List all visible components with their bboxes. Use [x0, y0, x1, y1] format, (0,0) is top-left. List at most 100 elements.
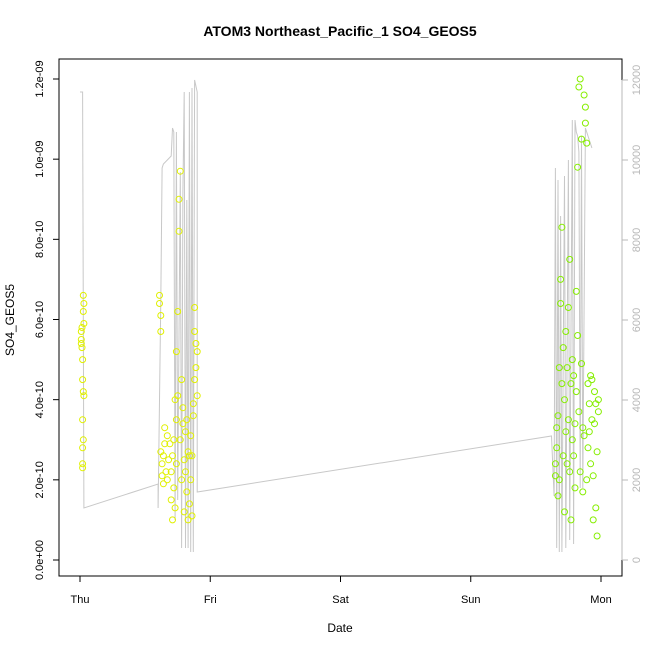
- data-point: [554, 412, 562, 420]
- data-point: [78, 324, 86, 331]
- data-point: [79, 436, 87, 444]
- data-point: [183, 416, 191, 424]
- data-point: [562, 328, 570, 335]
- data-point: [575, 83, 583, 91]
- data-point: [554, 492, 562, 500]
- data-point: [187, 432, 195, 440]
- y2-tick-label: 2000: [631, 468, 643, 492]
- x-tick-label: Fri: [204, 594, 217, 606]
- data-point: [80, 392, 88, 400]
- data-point: [167, 468, 175, 476]
- axes-layer: 0.0e+00 2.0e-10 4.0e-10 6.0e-10 8.0e-10 1.0e-…: [34, 60, 643, 606]
- data-point: [79, 444, 87, 452]
- data-point: [584, 380, 592, 388]
- data-point-layer: [77, 75, 602, 540]
- data-point: [183, 488, 191, 496]
- data-point: [161, 424, 169, 432]
- x-tick-label: Sat: [332, 594, 349, 606]
- x-tick-label: Sun: [461, 594, 481, 606]
- data-point: [574, 332, 582, 339]
- data-point: [175, 195, 183, 203]
- data-point: [551, 472, 559, 480]
- data-point: [180, 508, 188, 516]
- data-point: [551, 460, 559, 468]
- data-point: [572, 388, 580, 396]
- data-point: [172, 348, 180, 356]
- data-point: [79, 464, 87, 472]
- data-point: [188, 452, 196, 460]
- data-point: [188, 512, 196, 520]
- data-point: [157, 328, 165, 335]
- y2-tick-label: 0: [631, 557, 643, 563]
- data-point: [593, 448, 601, 456]
- y-tick-label: 0.0e+00: [34, 540, 46, 580]
- data-point: [193, 348, 201, 356]
- data-point: [193, 392, 201, 400]
- data-point: [156, 300, 163, 307]
- data-point: [559, 452, 567, 460]
- data-point: [567, 380, 575, 388]
- data-point: [553, 424, 561, 432]
- data-point: [583, 139, 591, 147]
- y-tick-label: 6.0e-10: [34, 301, 46, 338]
- data-point: [568, 436, 576, 444]
- data-point: [174, 308, 182, 315]
- data-point: [80, 300, 88, 307]
- data-point: [77, 340, 85, 347]
- y2-tick-label: 12000: [631, 65, 643, 96]
- data-point: [572, 287, 580, 295]
- x-tick-label: Mon: [590, 594, 611, 606]
- data-point: [587, 460, 595, 468]
- data-point: [561, 508, 568, 516]
- data-point: [568, 356, 576, 364]
- data-point: [182, 428, 189, 436]
- y2-tick-label: 4000: [631, 388, 643, 412]
- data-point: [591, 388, 598, 396]
- data-point: [561, 396, 568, 404]
- data-point: [158, 472, 166, 480]
- data-point: [589, 516, 597, 524]
- y-tick-label: 1.0e-09: [34, 141, 46, 178]
- data-point: [80, 320, 88, 327]
- data-point: [558, 223, 566, 231]
- x-tick-label: Thu: [71, 594, 90, 606]
- data-point: [176, 167, 184, 175]
- y-axis-label: SO4_GEOS5: [3, 284, 17, 356]
- data-point: [557, 275, 565, 283]
- data-point: [559, 344, 567, 352]
- data-point: [580, 91, 588, 99]
- data-point: [562, 428, 570, 436]
- data-point: [553, 444, 561, 452]
- y-tick-label: 2.0e-10: [34, 461, 46, 498]
- data-point: [176, 436, 184, 444]
- data-point: [564, 304, 572, 311]
- data-point: [169, 516, 176, 524]
- altitude-line: [80, 79, 593, 553]
- data-point: [555, 364, 563, 372]
- plot-area-frame: [58, 58, 623, 577]
- data-point: [563, 460, 571, 468]
- data-point: [167, 496, 175, 504]
- data-point: [555, 476, 563, 484]
- data-point: [77, 328, 85, 335]
- data-point: [157, 312, 165, 319]
- data-point: [179, 420, 187, 428]
- data-point: [79, 416, 87, 424]
- data-point: [571, 484, 579, 492]
- data-point: [158, 460, 166, 468]
- data-point: [575, 408, 583, 416]
- data-point: [591, 420, 598, 428]
- data-point: [159, 480, 167, 488]
- data-point: [588, 376, 596, 384]
- data-point: [159, 452, 167, 460]
- data-point: [156, 291, 163, 299]
- data-point: [170, 436, 178, 444]
- data-point: [191, 304, 199, 311]
- data-point: [165, 456, 173, 464]
- data-point: [566, 255, 574, 263]
- data-point: [184, 448, 192, 456]
- data-point: [178, 476, 186, 484]
- data-point: [564, 416, 572, 424]
- data-point: [192, 364, 200, 372]
